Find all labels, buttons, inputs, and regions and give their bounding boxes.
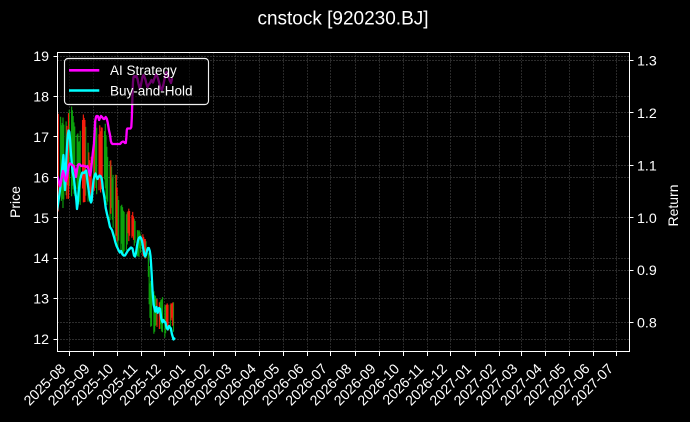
svg-text:14: 14 <box>33 251 49 267</box>
svg-text:16: 16 <box>33 170 49 186</box>
svg-text:1.3: 1.3 <box>637 54 657 70</box>
svg-text:AI Strategy: AI Strategy <box>110 63 177 78</box>
svg-text:15: 15 <box>33 211 49 227</box>
svg-text:1.2: 1.2 <box>637 106 657 122</box>
svg-text:1.1: 1.1 <box>637 158 657 174</box>
svg-text:17: 17 <box>33 130 49 146</box>
svg-text:Price: Price <box>7 186 23 218</box>
svg-text:0.8: 0.8 <box>637 316 657 332</box>
svg-text:12: 12 <box>33 332 49 348</box>
svg-text:19: 19 <box>33 49 49 65</box>
svg-text:cnstock [920230.BJ]: cnstock [920230.BJ] <box>257 9 428 30</box>
svg-text:Return: Return <box>665 184 681 226</box>
svg-text:0.9: 0.9 <box>637 263 657 279</box>
svg-text:13: 13 <box>33 292 49 308</box>
svg-text:1.0: 1.0 <box>637 211 657 227</box>
svg-text:18: 18 <box>33 90 49 106</box>
svg-text:Buy-and-Hold: Buy-and-Hold <box>110 83 193 98</box>
